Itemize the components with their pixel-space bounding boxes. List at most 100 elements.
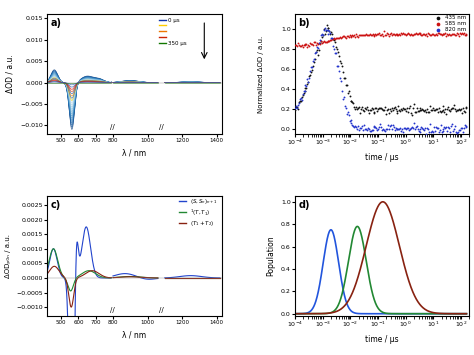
Text: c): c) <box>51 200 61 210</box>
820 nm <box>305 79 312 84</box>
435 nm <box>359 107 367 113</box>
435 nm <box>432 106 439 111</box>
585 nm <box>388 32 395 37</box>
585 nm <box>353 31 360 37</box>
585 nm <box>358 32 366 38</box>
820 nm <box>294 102 301 108</box>
820 nm <box>389 122 396 128</box>
435 nm <box>358 104 366 109</box>
435 nm <box>365 110 373 115</box>
435 nm <box>329 36 337 42</box>
435 nm <box>349 99 356 105</box>
585 nm <box>452 32 460 38</box>
585 nm <box>334 35 342 41</box>
820 nm <box>433 125 440 131</box>
820 nm <box>373 125 380 131</box>
435 nm <box>333 46 341 52</box>
820 nm <box>319 32 327 38</box>
820 nm <box>438 129 446 135</box>
435 nm <box>296 98 303 104</box>
820 nm <box>460 125 467 131</box>
585 nm <box>457 31 465 37</box>
820 nm <box>300 88 307 94</box>
435 nm <box>322 28 329 34</box>
585 nm <box>310 42 317 48</box>
435 nm <box>416 107 423 113</box>
820 nm <box>435 129 442 135</box>
435 nm <box>332 44 340 50</box>
435 nm <box>387 108 394 114</box>
820 nm <box>364 125 372 131</box>
585 nm <box>395 33 402 38</box>
435 nm <box>424 109 432 115</box>
820 nm <box>328 35 336 41</box>
820 nm <box>462 124 469 129</box>
585 nm <box>401 31 408 37</box>
820 nm <box>322 27 329 33</box>
820 nm <box>343 111 350 116</box>
820 nm <box>440 126 447 132</box>
435 nm <box>346 98 354 104</box>
820 nm <box>386 123 393 129</box>
435 nm <box>422 109 430 114</box>
Y-axis label: ΔOD / a.u.: ΔOD / a.u. <box>6 55 15 93</box>
585 nm <box>352 34 359 40</box>
820 nm <box>356 127 363 133</box>
435 nm <box>399 107 406 113</box>
Legend: 435 nm, 585 nm, 820 nm: 435 nm, 585 nm, 820 nm <box>432 15 466 33</box>
820 nm <box>411 126 419 132</box>
Y-axis label: Normalized ΔOD / a.u.: Normalized ΔOD / a.u. <box>257 36 264 113</box>
585 nm <box>399 31 406 37</box>
585 nm <box>416 32 423 37</box>
820 nm <box>339 96 346 102</box>
820 nm <box>414 126 421 132</box>
435 nm <box>455 106 463 112</box>
X-axis label: time / μs: time / μs <box>365 153 399 162</box>
585 nm <box>423 33 431 38</box>
820 nm <box>328 36 335 41</box>
435 nm <box>413 105 420 111</box>
820 nm <box>432 125 439 130</box>
585 nm <box>384 31 392 37</box>
435 nm <box>404 109 412 115</box>
820 nm <box>398 128 405 134</box>
820 nm <box>394 127 401 132</box>
585 nm <box>339 33 346 39</box>
585 nm <box>392 31 400 37</box>
585 nm <box>327 37 334 43</box>
585 nm <box>429 32 437 37</box>
435 nm <box>360 108 368 114</box>
820 nm <box>312 50 320 55</box>
820 nm <box>356 125 364 131</box>
820 nm <box>442 126 449 131</box>
435 nm <box>426 103 434 109</box>
820 nm <box>363 127 371 133</box>
435 nm <box>408 112 416 118</box>
820 nm <box>299 91 306 97</box>
585 nm <box>343 33 350 38</box>
585 nm <box>315 40 323 46</box>
585 nm <box>383 31 391 36</box>
585 nm <box>313 40 321 46</box>
435 nm <box>419 107 427 113</box>
585 nm <box>397 32 404 38</box>
585 nm <box>446 31 453 37</box>
435 nm <box>389 107 396 113</box>
585 nm <box>310 39 318 45</box>
820 nm <box>391 127 398 133</box>
435 nm <box>374 108 381 114</box>
435 nm <box>407 110 415 116</box>
435 nm <box>353 104 360 109</box>
585 nm <box>292 43 300 48</box>
820 nm <box>431 128 438 134</box>
820 nm <box>367 129 374 134</box>
585 nm <box>381 32 389 38</box>
585 nm <box>412 30 419 36</box>
585 nm <box>328 37 335 43</box>
820 nm <box>313 44 321 50</box>
435 nm <box>313 47 321 53</box>
585 nm <box>408 32 416 37</box>
820 nm <box>320 27 328 33</box>
585 nm <box>438 33 446 38</box>
435 nm <box>397 108 404 114</box>
